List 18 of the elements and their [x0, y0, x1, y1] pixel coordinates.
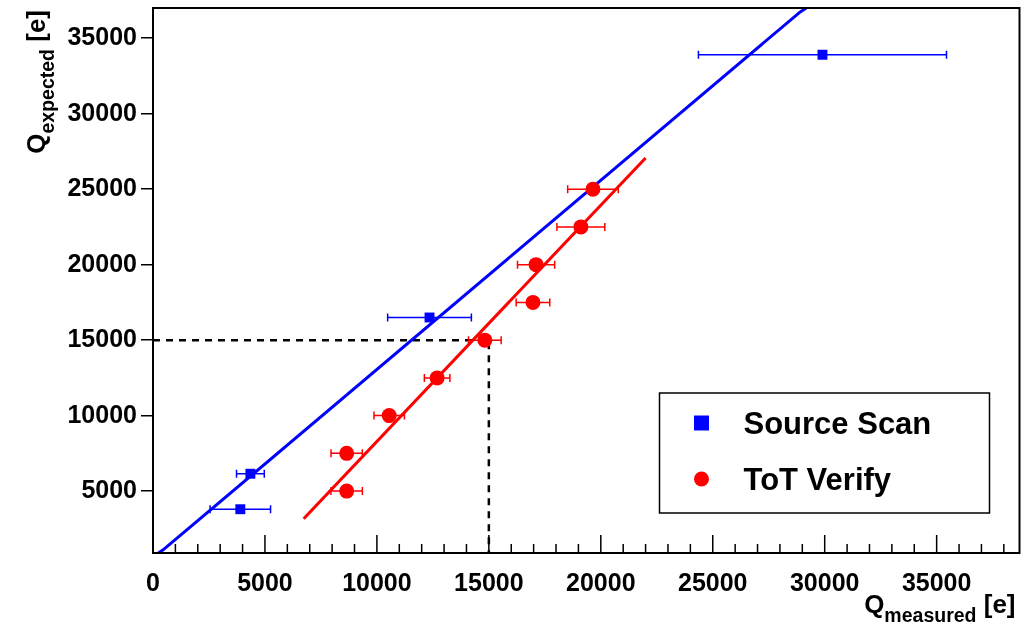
- y-axis-title: Qexpected [e]: [21, 10, 59, 154]
- x-tick-label: 35000: [901, 567, 972, 596]
- x-tick-label: 15000: [454, 567, 524, 596]
- y-tick-label: 35000: [67, 22, 137, 51]
- y-tick-label: 10000: [67, 399, 137, 428]
- y-tick-label: 20000: [67, 248, 137, 277]
- y-tick-label: 25000: [67, 173, 137, 202]
- x-tick-label: 20000: [566, 567, 636, 596]
- x-tick-label: 0: [146, 567, 160, 596]
- y-tick-label: 15000: [67, 324, 137, 353]
- y-tick-label: 30000: [67, 97, 137, 126]
- y-tick-label: 5000: [81, 474, 137, 503]
- x-tick-label: 30000: [789, 567, 860, 596]
- x-tick-label: 5000: [237, 567, 293, 596]
- legend-label: Source Scan: [743, 405, 932, 441]
- x-tick-label: 10000: [342, 567, 412, 596]
- x-tick-label: 25000: [677, 567, 748, 596]
- legend-label: ToT Verify: [743, 461, 892, 497]
